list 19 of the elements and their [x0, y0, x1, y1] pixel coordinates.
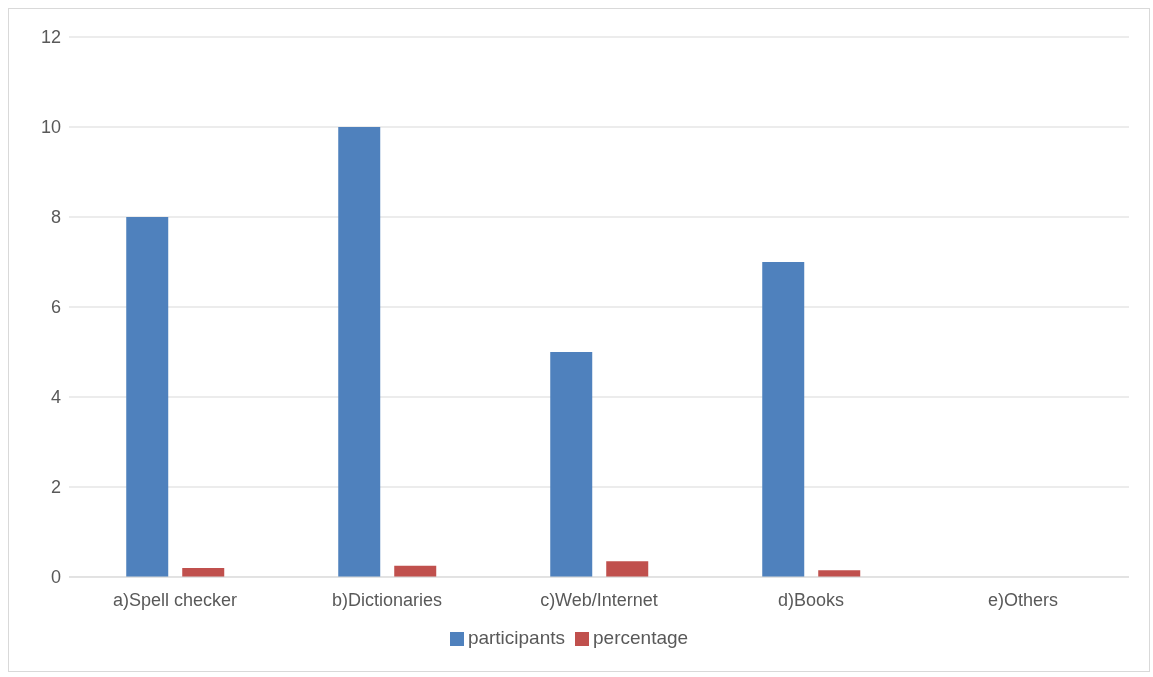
- y-tick-label: 8: [50, 207, 61, 228]
- y-tick-label: 2: [50, 477, 61, 498]
- bar: [606, 561, 649, 577]
- x-tick-label: a)Spell checker: [112, 589, 238, 610]
- y-tick-label: 4: [50, 387, 61, 408]
- y-tick-label: 6: [50, 297, 61, 318]
- x-tick-label: b)Dictionaries: [331, 589, 443, 610]
- bar: [550, 352, 593, 577]
- x-tick-label: e)Others: [987, 589, 1059, 610]
- x-tick-label: d)Books: [777, 589, 845, 610]
- legend-label: percentage: [593, 627, 689, 648]
- bar: [762, 262, 805, 577]
- y-tick-label: 12: [40, 27, 61, 48]
- x-tick-label: c)Web/Internet: [540, 589, 658, 610]
- y-tick-label: 0: [50, 567, 61, 588]
- bar: [338, 127, 381, 577]
- y-tick-label: 10: [40, 117, 61, 138]
- legend-label: participants: [467, 627, 566, 648]
- bar: [126, 217, 169, 577]
